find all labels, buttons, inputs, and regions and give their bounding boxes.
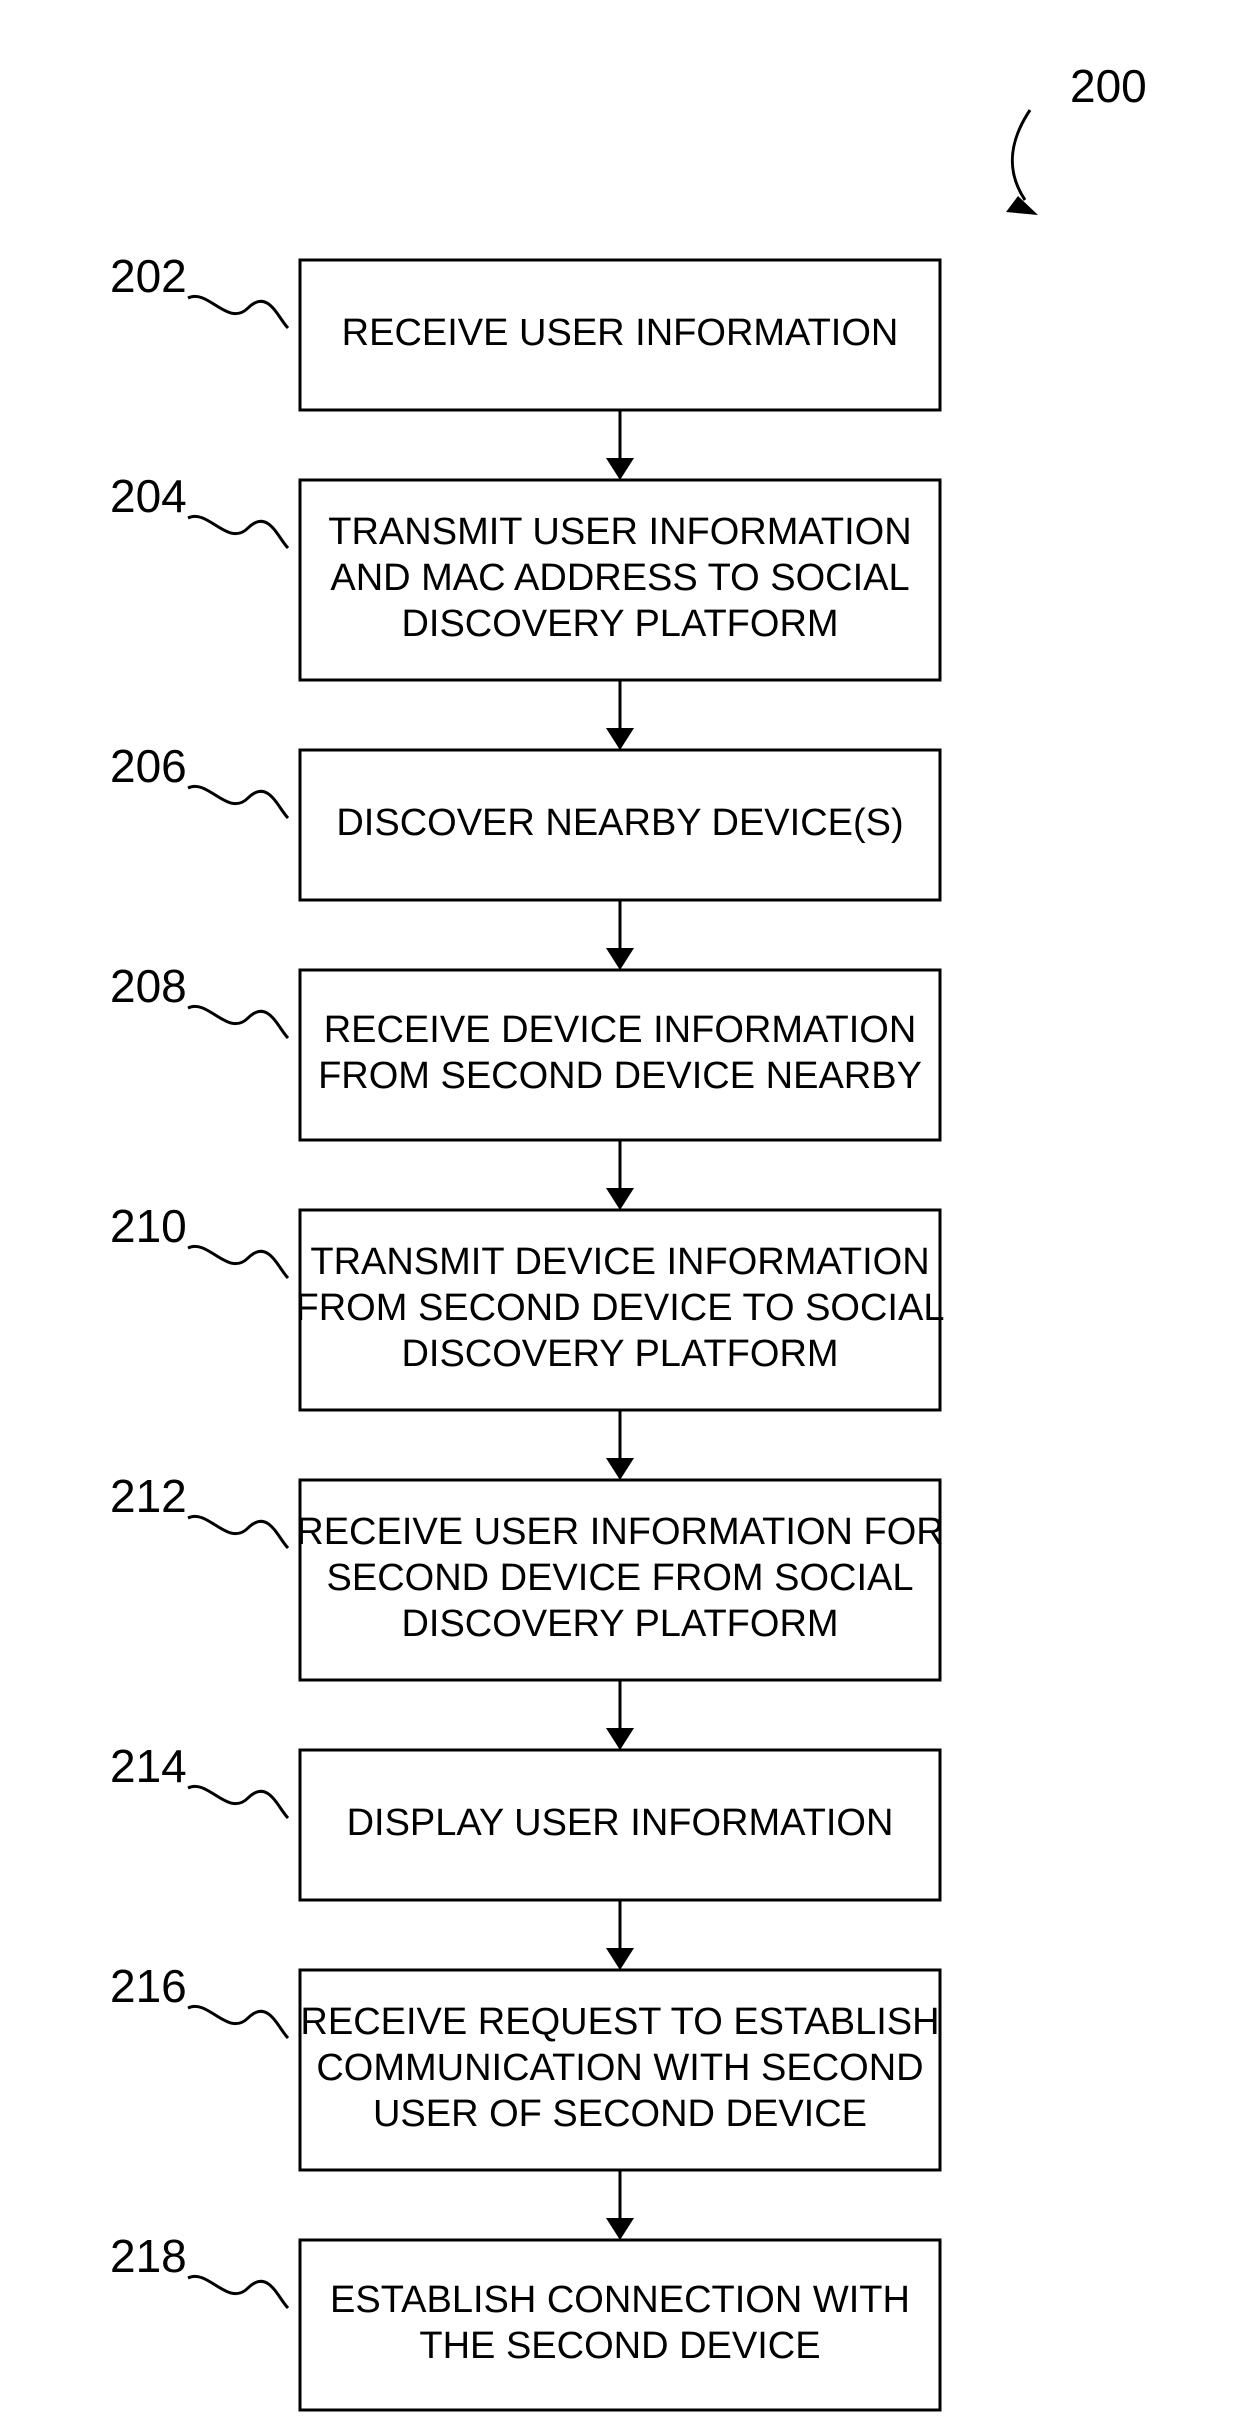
flow-node-216: RECEIVE REQUEST TO ESTABLISHCOMMUNICATIO…: [110, 1960, 940, 2170]
flow-node-leader: [188, 2276, 288, 2308]
flow-node-text: DISCOVERY PLATFORM: [401, 1333, 838, 1375]
flow-edge-arrowhead: [606, 728, 634, 750]
flow-edge-arrowhead: [606, 948, 634, 970]
flow-node-ref: 214: [110, 1740, 187, 1792]
flow-node-leader: [188, 516, 288, 548]
flow-node-leader: [188, 1516, 288, 1548]
flow-node-text: ESTABLISH CONNECTION WITH: [330, 2279, 910, 2321]
flow-node-text: COMMUNICATION WITH SECOND: [316, 2047, 923, 2089]
flow-edge-arrowhead: [606, 1458, 634, 1480]
flow-node-text: DISPLAY USER INFORMATION: [347, 1802, 894, 1844]
flow-edge-arrowhead: [606, 1948, 634, 1970]
flow-node-text: DISCOVERY PLATFORM: [401, 603, 838, 645]
flow-node-text: RECEIVE DEVICE INFORMATION: [324, 1009, 917, 1051]
flow-edge-arrowhead: [606, 2218, 634, 2240]
flow-node-ref: 210: [110, 1200, 187, 1252]
flow-node-ref: 208: [110, 960, 187, 1012]
flow-node-text: USER OF SECOND DEVICE: [373, 2093, 867, 2135]
flow-node-text: DISCOVER NEARBY DEVICE(S): [336, 802, 903, 844]
flow-node-text: FROM SECOND DEVICE TO SOCIAL: [296, 1287, 945, 1329]
flow-node-text: RECEIVE REQUEST TO ESTABLISH: [300, 2001, 939, 2043]
flow-edge-arrowhead: [606, 458, 634, 480]
flow-node-218: ESTABLISH CONNECTION WITHTHE SECOND DEVI…: [110, 2230, 940, 2410]
flow-node-214: DISPLAY USER INFORMATION 214: [110, 1740, 940, 1900]
flowchart-canvas: 200 RECEIVE USER INFORMATION 202 TRANSMIT U…: [0, 0, 1240, 2419]
flow-node-202: RECEIVE USER INFORMATION 202: [110, 250, 940, 410]
flow-node-text: THE SECOND DEVICE: [419, 2325, 820, 2367]
flow-node-leader: [188, 1006, 288, 1038]
flow-node-208: RECEIVE DEVICE INFORMATIONFROM SECOND DE…: [110, 960, 940, 1140]
flow-node-ref: 212: [110, 1470, 187, 1522]
flow-edge-arrowhead: [606, 1728, 634, 1750]
flow-node-ref: 202: [110, 250, 187, 302]
flow-node-leader: [188, 786, 288, 818]
flow-node-ref: 218: [110, 2230, 187, 2282]
flow-node-210: TRANSMIT DEVICE INFORMATIONFROM SECOND D…: [110, 1200, 944, 1410]
flow-node-204: TRANSMIT USER INFORMATIONAND MAC ADDRESS…: [110, 470, 940, 680]
flow-node-text: TRANSMIT USER INFORMATION: [328, 511, 911, 553]
flow-node-text: FROM SECOND DEVICE NEARBY: [318, 1055, 922, 1097]
flow-node-leader: [188, 1786, 288, 1818]
flow-node-text: TRANSMIT DEVICE INFORMATION: [310, 1241, 929, 1283]
figure-ref-label: 200: [1070, 60, 1147, 112]
flow-node-text: DISCOVERY PLATFORM: [401, 1603, 838, 1645]
figure-ref-arc: [1012, 110, 1030, 200]
flow-node-ref: 206: [110, 740, 187, 792]
flow-node-text: RECEIVE USER INFORMATION FOR: [296, 1511, 943, 1553]
flow-node-212: RECEIVE USER INFORMATION FORSECOND DEVIC…: [110, 1470, 944, 1680]
flow-node-ref: 216: [110, 1960, 187, 2012]
flow-node-leader: [188, 2006, 288, 2038]
flow-node-leader: [188, 1246, 288, 1278]
flow-node-206: DISCOVER NEARBY DEVICE(S) 206: [110, 740, 940, 900]
flow-node-leader: [188, 296, 288, 328]
flow-node-ref: 204: [110, 470, 187, 522]
flow-node-text: RECEIVE USER INFORMATION: [342, 312, 899, 354]
figure-ref-arrowhead: [1006, 196, 1038, 215]
flow-edge-arrowhead: [606, 1188, 634, 1210]
flow-node-text: AND MAC ADDRESS TO SOCIAL: [330, 557, 909, 599]
flow-node-text: SECOND DEVICE FROM SOCIAL: [327, 1557, 914, 1599]
